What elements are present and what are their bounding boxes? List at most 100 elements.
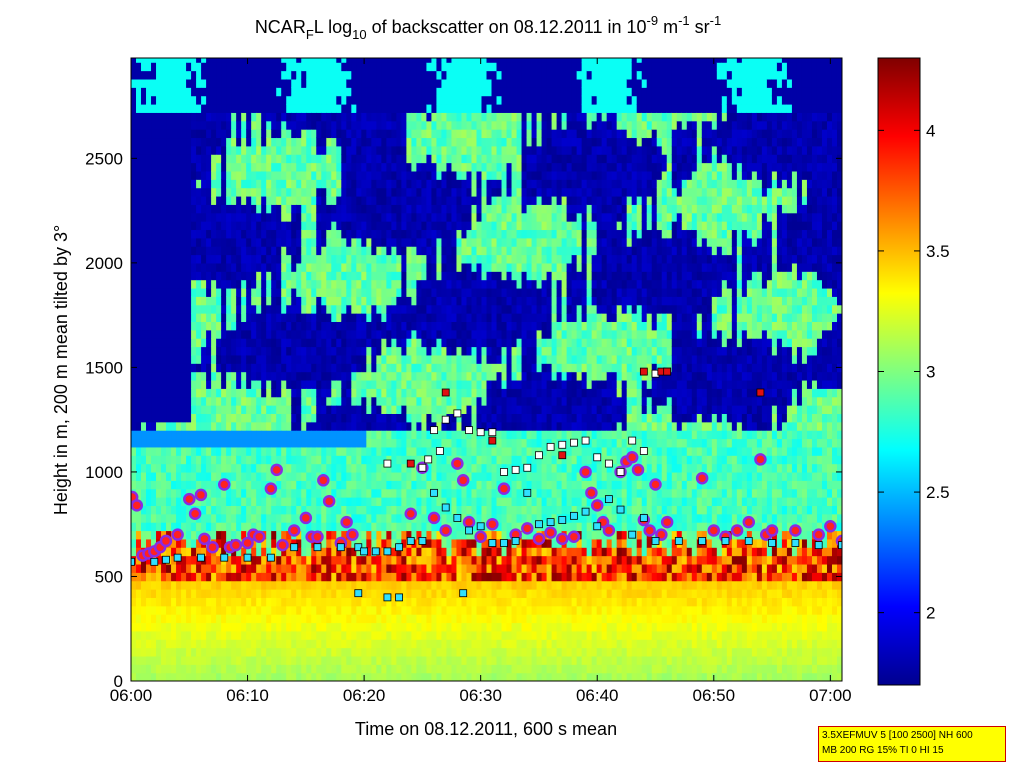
- heatmap-cell: [206, 421, 212, 431]
- heatmap-cell: [161, 137, 167, 147]
- heatmap-cell: [171, 304, 177, 314]
- heatmap-cell: [156, 497, 162, 506]
- heatmap-cell: [146, 597, 152, 607]
- heatmap-cell: [291, 438, 297, 448]
- heatmap-cell: [346, 296, 352, 306]
- heatmap-cell: [361, 78, 367, 88]
- heatmap-cell: [416, 103, 423, 113]
- heatmap-cell: [161, 87, 167, 97]
- heatmap-cell: [166, 664, 172, 674]
- heatmap-cell: [241, 279, 247, 289]
- heatmap-cell: [281, 304, 287, 314]
- heatmap-cell: [331, 413, 337, 423]
- heatmap-cell: [311, 204, 317, 214]
- heatmap-cell: [426, 129, 433, 139]
- heatmap-cell: [396, 313, 402, 323]
- heatmap-cell: [141, 304, 147, 314]
- heatmap-cell: [221, 597, 227, 607]
- heatmap-cell: [211, 371, 217, 381]
- heatmap-cell: [426, 597, 433, 607]
- heatmap-cell: [396, 463, 402, 473]
- heatmap-cell: [211, 513, 217, 523]
- heatmap-cell: [396, 338, 402, 348]
- heatmap-cell: [256, 639, 262, 649]
- heatmap-cell: [216, 563, 222, 573]
- heatmap-cell: [201, 237, 207, 247]
- heatmap-cell: [306, 287, 312, 297]
- heatmap-cell: [431, 246, 438, 256]
- heatmap-cell: [316, 221, 322, 231]
- heatmap-cell: [351, 563, 357, 573]
- heatmap-cell: [346, 639, 352, 649]
- heatmap-cell: [391, 421, 397, 431]
- heatmap-cell: [271, 497, 277, 506]
- heatmap-cell: [311, 58, 317, 63]
- heatmap-cell: [301, 413, 307, 423]
- heatmap-cell: [201, 597, 207, 607]
- heatmap-cell: [256, 87, 262, 97]
- heatmap-cell: [421, 154, 428, 164]
- heatmap-cell: [351, 580, 357, 590]
- heatmap-cell: [201, 262, 207, 272]
- heatmap-cell: [166, 446, 172, 456]
- heatmap-cell: [156, 321, 162, 331]
- heatmap-cell: [391, 313, 397, 323]
- heatmap-cell: [331, 271, 337, 281]
- heatmap-cell: [211, 354, 217, 364]
- heatmap-cell: [141, 379, 147, 389]
- heatmap-cell: [316, 287, 322, 297]
- heatmap-cell: [286, 614, 292, 624]
- heatmap-cell: [261, 254, 267, 264]
- heatmap-cell: [271, 137, 277, 147]
- heatmap-cell: [311, 614, 317, 624]
- heatmap-cell: [261, 488, 267, 498]
- heatmap-cell: [161, 187, 167, 197]
- heatmap-cell: [351, 62, 357, 72]
- heatmap-cell: [386, 195, 392, 205]
- heatmap-cell: [401, 630, 407, 640]
- heatmap-cell: [206, 313, 212, 323]
- heatmap-cell: [246, 346, 252, 356]
- heatmap-cell: [426, 438, 433, 448]
- heatmap-cell: [296, 455, 302, 465]
- heatmap-cell: [261, 221, 267, 231]
- heatmap-cell: [461, 655, 468, 665]
- heatmap-cell: [391, 70, 397, 80]
- heatmap-cell: [131, 388, 137, 398]
- heatmap-cell: [246, 162, 252, 172]
- heatmap-cell: [146, 112, 152, 122]
- heatmap-cell: [176, 296, 182, 306]
- heatmap-cell: [246, 262, 252, 272]
- heatmap-cell: [166, 246, 172, 256]
- heatmap-cell: [341, 430, 347, 440]
- heatmap-cell: [171, 572, 177, 582]
- heatmap-cell: [176, 212, 182, 222]
- heatmap-cell: [346, 622, 352, 632]
- heatmap-cell: [436, 287, 443, 297]
- heatmap-cell: [381, 655, 387, 665]
- heatmap-cell: [431, 338, 438, 348]
- heatmap-cell: [351, 605, 357, 615]
- heatmap-cell: [336, 463, 342, 473]
- heatmap-cell: [456, 287, 463, 297]
- heatmap-cell: [411, 179, 417, 189]
- heatmap-cell: [276, 388, 282, 398]
- heatmap-cell: [296, 279, 302, 289]
- heatmap-cell: [246, 70, 252, 80]
- heatmap-cell: [206, 455, 212, 465]
- heatmap-cell: [146, 488, 152, 498]
- heatmap-cell: [171, 580, 177, 590]
- heatmap-cell: [446, 87, 453, 97]
- heatmap-cell: [266, 513, 272, 523]
- heatmap-cell: [456, 363, 463, 373]
- heatmap-cell: [176, 630, 182, 640]
- heatmap-cell: [176, 304, 182, 314]
- heatmap-cell: [366, 572, 372, 582]
- heatmap-cell: [306, 87, 312, 97]
- heatmap-cell: [276, 221, 282, 231]
- heatmap-cell: [236, 605, 242, 615]
- heatmap-cell: [421, 70, 428, 80]
- heatmap-cell: [201, 413, 207, 423]
- heatmap-cell: [276, 421, 282, 431]
- heatmap-cell: [436, 563, 443, 573]
